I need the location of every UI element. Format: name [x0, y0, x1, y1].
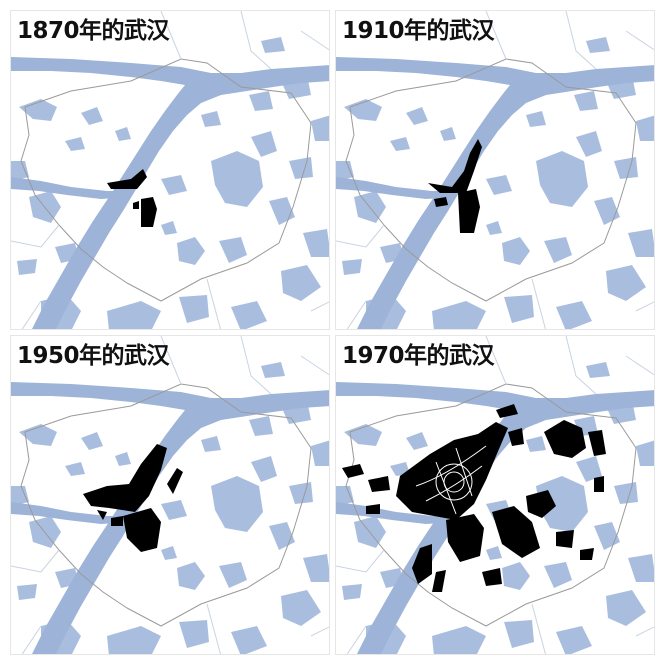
panel-title: 1950年的武汉 — [17, 343, 170, 369]
wuhan-map-1910 — [336, 11, 654, 329]
panel-title: 1870年的武汉 — [17, 18, 170, 44]
urban-area-1910 — [428, 139, 482, 233]
wuhan-map-1870 — [11, 11, 329, 329]
panel-title: 1970年的武汉 — [342, 343, 495, 369]
urban-area-1950 — [83, 444, 183, 552]
map-panel-1950: 1950年的武汉 — [10, 335, 330, 655]
map-panel-1870: 1870年的武汉 — [10, 10, 330, 330]
wuhan-map-1950 — [11, 336, 329, 654]
map-panel-1910: 1910年的武汉 — [335, 10, 655, 330]
urban-area-1970 — [342, 404, 606, 592]
panel-title: 1910年的武汉 — [342, 18, 495, 44]
street-grid-1970 — [415, 445, 487, 515]
urban-area-1870 — [107, 169, 157, 227]
wuhan-map-1970 — [336, 336, 654, 654]
map-panel-1970: 1970年的武汉 — [335, 335, 655, 655]
